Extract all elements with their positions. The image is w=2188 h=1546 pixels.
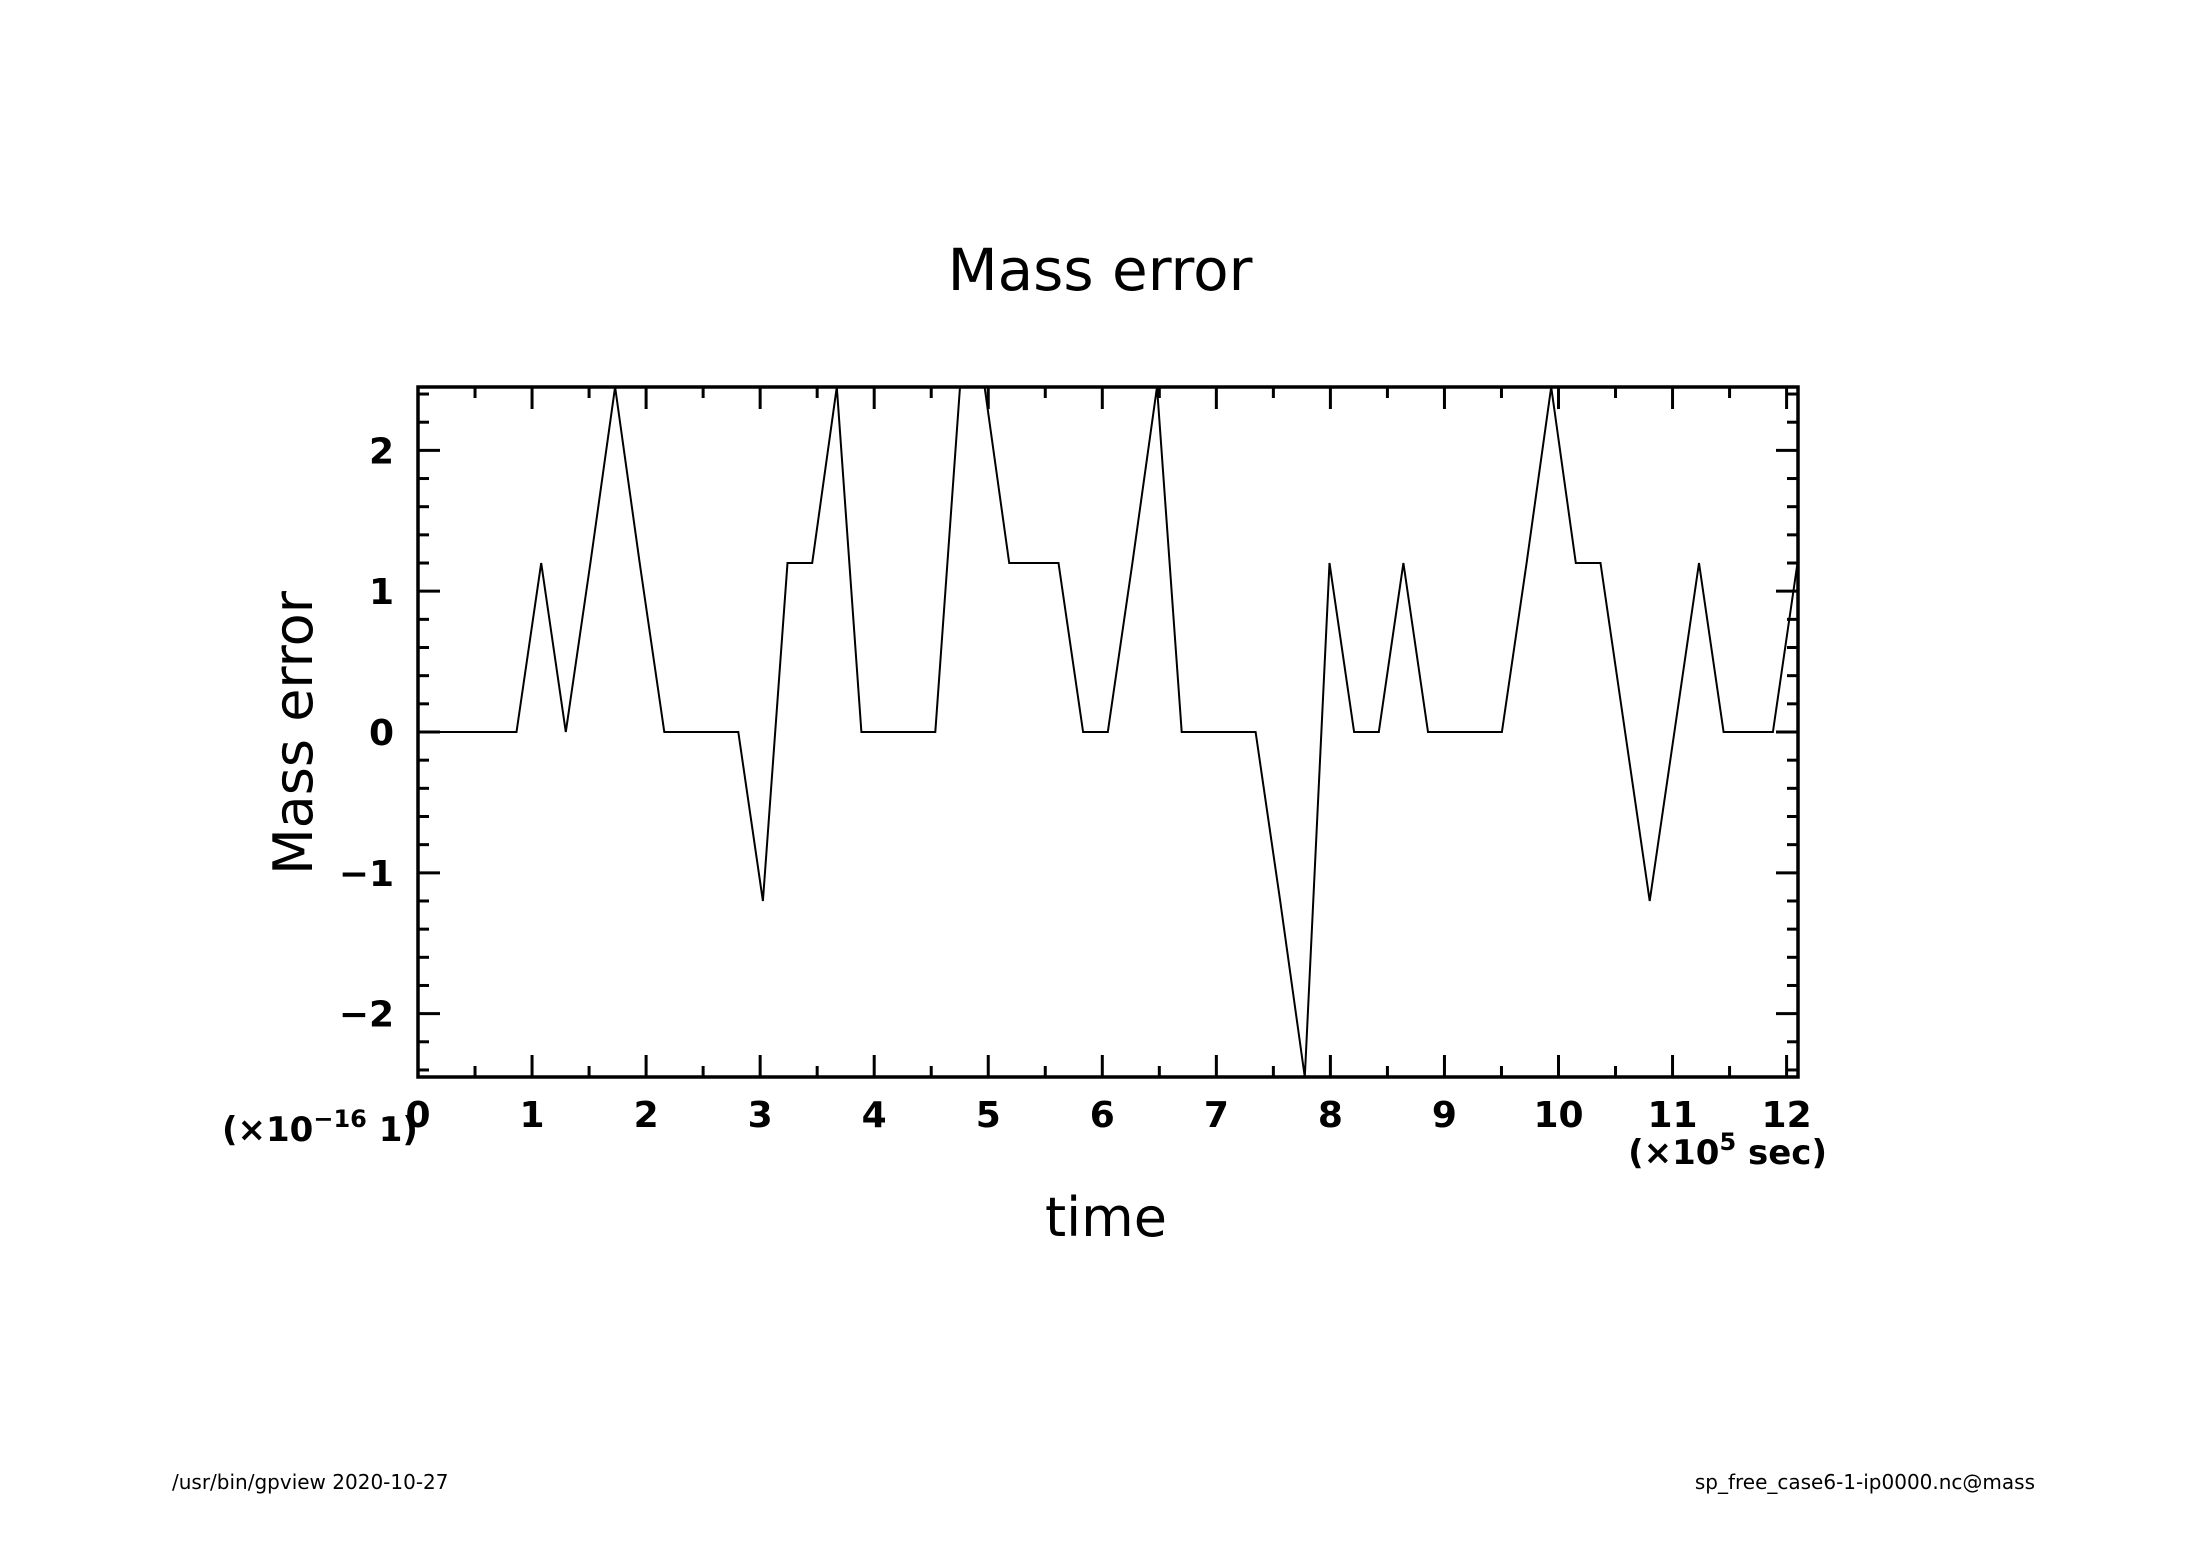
x-tick-label: 3 — [748, 1095, 773, 1136]
y-tick-label: −1 — [339, 854, 394, 895]
x-axis-label: time — [1045, 1186, 1167, 1249]
chart-title: Mass error — [948, 236, 1253, 304]
x-tick-label: 4 — [862, 1095, 887, 1136]
x-tick-label: 2 — [634, 1095, 659, 1136]
plot-area — [416, 385, 1800, 1079]
x-tick-label: 1 — [520, 1095, 545, 1136]
x-tick-label: 5 — [976, 1095, 1001, 1136]
y-tick-label: 0 — [369, 713, 394, 754]
footer-right: sp_free_case6-1-ip0000.nc@mass — [1695, 1470, 2035, 1494]
y-tick-label: −2 — [339, 995, 394, 1036]
y-scale-label: (×10−16 1) — [222, 1105, 418, 1150]
x-tick-label: 6 — [1090, 1095, 1115, 1136]
x-tick-label: 7 — [1204, 1095, 1229, 1136]
x-scale-label: (×105 sec) — [1628, 1128, 1827, 1173]
x-tick-label: 9 — [1432, 1095, 1457, 1136]
footer-left: /usr/bin/gpview 2020-10-27 — [172, 1470, 449, 1494]
y-tick-labels: −2 −1 0 1 2 — [339, 431, 394, 1035]
x-tick-label: 10 — [1533, 1095, 1583, 1136]
plot-frame — [416, 385, 1800, 1079]
series-group — [418, 386, 1799, 1078]
y-tick-label: 2 — [369, 431, 394, 472]
series-line — [418, 386, 1799, 1078]
x-tick-labels: 0 1 2 3 4 5 6 7 8 9 10 11 12 — [405, 1095, 1811, 1136]
x-tick-label: 11 — [1647, 1095, 1697, 1136]
x-tick-label: 12 — [1762, 1095, 1812, 1136]
y-axis-label: Mass error — [262, 590, 325, 875]
x-tick-label: 8 — [1318, 1095, 1343, 1136]
y-tick-label: 1 — [369, 572, 394, 613]
x-tick-label: 0 — [405, 1095, 430, 1136]
